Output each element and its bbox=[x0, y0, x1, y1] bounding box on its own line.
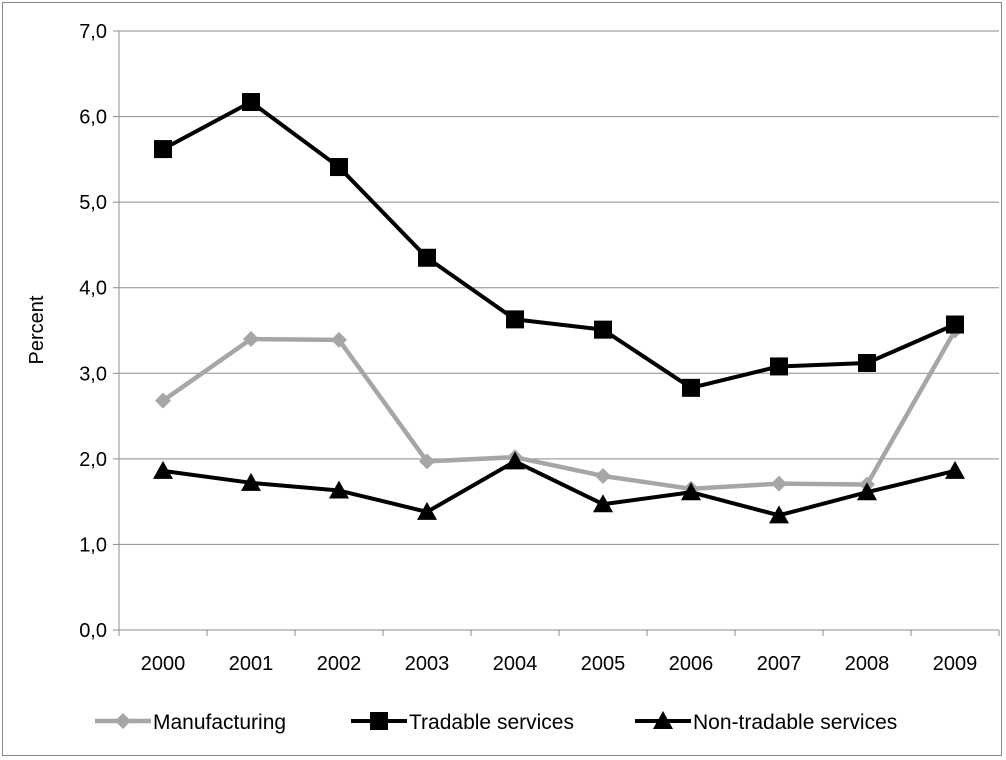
legend-label: Manufacturing bbox=[153, 711, 286, 734]
series-line bbox=[162, 100, 956, 390]
y-tick-label: 3,0 bbox=[79, 363, 107, 385]
data-point bbox=[595, 467, 611, 484]
data-point bbox=[593, 494, 613, 513]
data-point bbox=[153, 460, 173, 479]
data-point bbox=[682, 378, 700, 397]
y-tick-label: 0,0 bbox=[79, 620, 107, 642]
series-1 bbox=[154, 93, 964, 397]
x-tick-label: 2006 bbox=[669, 653, 714, 675]
data-point bbox=[330, 158, 348, 177]
legend-label: Tradable services bbox=[409, 711, 574, 734]
axes: 0,0 1,0 2,0 3,0 4,0 5,0 6,0 7,0 2000 2001 2002 2003… bbox=[79, 21, 1000, 675]
data-point bbox=[418, 248, 436, 267]
data-point bbox=[769, 505, 789, 524]
data-point bbox=[945, 460, 965, 479]
data-point bbox=[331, 331, 347, 348]
y-tick-label: 7,0 bbox=[79, 21, 107, 43]
data-point bbox=[241, 472, 261, 491]
data-point bbox=[771, 475, 787, 492]
data-point bbox=[946, 315, 964, 334]
gridlines bbox=[119, 30, 999, 545]
x-tick-label: 2008 bbox=[845, 653, 890, 675]
x-tick-label: 2009 bbox=[933, 653, 978, 675]
x-tick-label: 2003 bbox=[405, 653, 450, 675]
legend: Manufacturing Tradable services Non-tradab… bbox=[95, 711, 897, 734]
x-tick-label: 2005 bbox=[581, 653, 626, 675]
data-point bbox=[242, 93, 260, 112]
series-2 bbox=[153, 451, 965, 524]
data-point bbox=[770, 357, 788, 376]
x-tick-label: 2007 bbox=[757, 653, 802, 675]
legend-marker bbox=[115, 713, 131, 729]
y-tick-label: 2,0 bbox=[79, 449, 107, 471]
data-point bbox=[594, 320, 612, 339]
legend-marker bbox=[370, 712, 388, 730]
data-point bbox=[154, 140, 172, 159]
y-axis-title: Percent bbox=[26, 295, 48, 364]
data-point bbox=[329, 480, 349, 499]
legend-item: Tradable services bbox=[351, 711, 574, 734]
series-line bbox=[162, 459, 956, 518]
data-point bbox=[858, 354, 876, 373]
x-tick-label: 2001 bbox=[229, 653, 274, 675]
legend-marker bbox=[653, 711, 673, 729]
y-tick-label: 6,0 bbox=[79, 107, 107, 129]
x-tick-label: 2004 bbox=[493, 653, 538, 675]
legend-item: Non-tradable services bbox=[635, 711, 897, 734]
data-point bbox=[417, 501, 437, 520]
y-tick-label: 4,0 bbox=[79, 278, 107, 300]
series-line bbox=[161, 329, 957, 492]
legend-item: Manufacturing bbox=[95, 711, 286, 734]
legend-label: Non-tradable services bbox=[693, 711, 897, 734]
data-point bbox=[857, 482, 877, 501]
x-tick-label: 2000 bbox=[141, 653, 186, 675]
data-point bbox=[506, 310, 524, 329]
data-point bbox=[505, 451, 525, 470]
series-0 bbox=[155, 322, 963, 497]
data-point bbox=[681, 482, 701, 501]
data-point bbox=[243, 331, 259, 348]
data-point bbox=[419, 453, 435, 470]
data-point bbox=[155, 392, 171, 409]
y-tick-label: 1,0 bbox=[79, 534, 107, 556]
y-tick-label: 5,0 bbox=[79, 192, 107, 214]
x-tick-label: 2002 bbox=[317, 653, 362, 675]
series-layer bbox=[153, 93, 965, 524]
line-chart: 0,0 1,0 2,0 3,0 4,0 5,0 6,0 7,0 2000 2001 2002 2003… bbox=[26, 21, 1000, 734]
